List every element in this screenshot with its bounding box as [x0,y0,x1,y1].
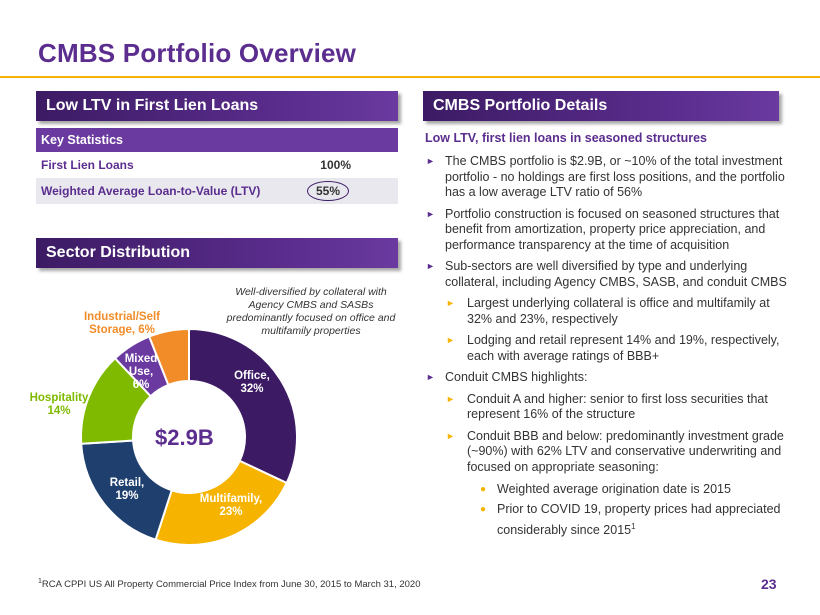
label-multifamily: Multifamily, 23% [186,493,276,519]
list-item: ● Weighted average origination date is 20… [425,481,795,498]
footnote-sup: 1 [38,578,42,585]
arrow-bullet-icon: ► [446,393,455,404]
label-mixed-use-name2: Use, [128,366,154,378]
slice-office [188,327,298,485]
label-office: Office, 32% [222,370,282,396]
list-item: ► Lodging and retail represent 14% and 19… [425,333,795,364]
bullet-text: The CMBS portfolio is $2.9B, or ~10% of … [445,154,785,199]
details-subheading: Low LTV, first lien loans in seasoned st… [425,131,708,145]
label-hospitality: Hospitality 14% [26,392,92,418]
row-label: Weighted Average Loan-to-Value (LTV) [41,184,261,198]
bullet-text: Lodging and retail represent 14% and 19%… [467,333,780,363]
page-title: CMBS Portfolio Overview [38,38,357,68]
bullet-text: Sub-sectors are well diversified by type… [445,259,787,289]
label-retail-name: Retail, [109,477,145,489]
section-header-cmbs-details: CMBS Portfolio Details [423,91,779,121]
list-item: ► Conduit A and higher: senior to first l… [425,392,795,423]
list-item: ● Prior to COVID 19, property prices had … [425,501,795,539]
list-item: ► Portfolio construction is focused on se… [425,207,795,254]
label-retail: Retail, 19% [100,477,154,503]
table-row: First Lien Loans 100% [36,152,398,178]
bullet-text: Conduit A and higher: senior to first lo… [467,391,768,422]
title-rule [0,76,820,78]
slice-multifamily [154,459,289,546]
dot-bullet-icon: ● [480,484,487,495]
row-label: First Lien Loans [41,158,134,172]
label-mixed-use-value: 6% [132,379,150,391]
dot-bullet-icon: ● [480,504,487,515]
list-item: ► Sub-sectors are well diversified by typ… [425,259,795,290]
arrow-bullet-icon: ► [426,156,435,166]
label-mixed-use: Mixed Use, 6% [116,353,166,392]
label-mixed-use-name: Mixed [124,353,158,365]
section-header-low-ltv: Low LTV in First Lien Loans [36,91,398,121]
arrow-bullet-icon: ► [446,335,455,345]
arrow-bullet-icon: ► [426,261,435,271]
list-item: ► Conduit BBB and below: predominantly in… [425,429,795,476]
bullet-text: Conduit CMBS highlights: [445,370,588,384]
label-multifamily-name: Multifamily, [199,493,263,505]
list-item: ► Conduit CMBS highlights: [425,370,795,386]
bullet-text: Conduit BBB and below: predominantly inv… [467,428,784,474]
section-header-sector-distribution: Sector Distribution [36,238,398,268]
label-hospitality-value: 14% [47,405,71,417]
footnote-marker: 1 [631,522,636,531]
details-bullets: ► The CMBS portfolio is $2.9B, or ~10% of… [425,154,795,542]
label-industrial-name: Industrial/Self [83,311,161,323]
footnote: 1RCA CPPI US All Property Commercial Pri… [38,578,421,590]
list-item: ► Largest underlying collateral is office… [425,296,795,327]
bullet-text: Prior to COVID 19, property prices had a… [497,502,781,538]
arrow-bullet-icon: ► [426,372,435,382]
table-row: Weighted Average Loan-to-Value (LTV) 55% [36,178,398,204]
label-office-value: 32% [240,383,264,395]
label-hospitality-name: Hospitality [29,392,89,404]
bullet-text: Largest underlying collateral is office … [467,296,770,326]
footnote-text: RCA CPPI US All Property Commercial Pric… [41,579,421,591]
bullet-text: Portfolio construction is focused on sea… [445,206,780,252]
chart-annotation: Well-diversified by collateral with Agen… [226,286,396,337]
label-industrial: Industrial/Self Storage, 6% [72,311,172,337]
page-number: 23 [761,576,777,592]
label-retail-value: 19% [115,490,139,502]
arrow-bullet-icon: ► [426,208,435,219]
row-value-circled: 55% [306,181,349,201]
donut-center-total: $2.9B [155,425,214,450]
label-office-name: Office, [234,370,270,382]
arrow-bullet-icon: ► [446,298,455,308]
row-value: 100% [320,158,351,172]
label-industrial-value: Storage, 6% [89,324,155,336]
key-statistics-header: Key Statistics [36,128,398,152]
bullet-text: Weighted average origination date is 201… [497,482,731,496]
list-item: ► The CMBS portfolio is $2.9B, or ~10% of… [425,154,795,201]
key-statistics-table: Key Statistics First Lien Loans 100% Wei… [36,128,398,204]
slice-industrial-self-storage [147,327,190,387]
arrow-bullet-icon: ► [446,430,455,441]
label-multifamily-value: 23% [219,506,243,518]
